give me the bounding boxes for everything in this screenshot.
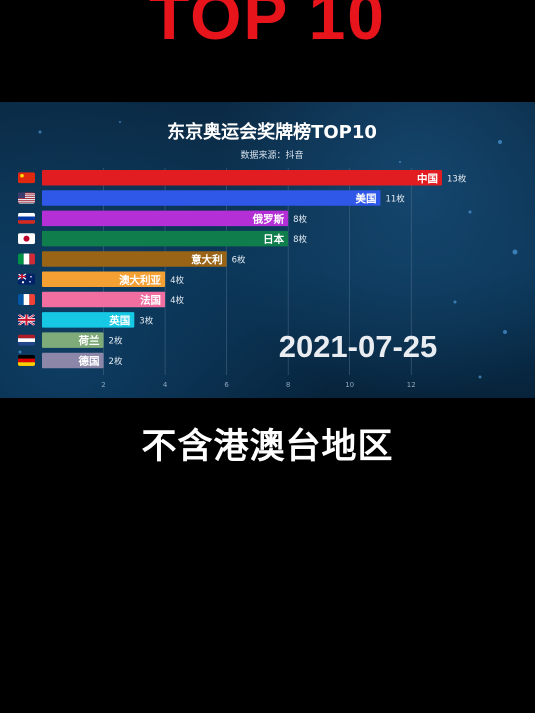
flag-russia-icon <box>18 212 35 224</box>
flag-germany-icon <box>18 354 35 366</box>
decor-dot <box>468 210 472 214</box>
chart-subtitle: 数据来源：抖音 <box>240 149 303 161</box>
bar-row: 澳大利亚 4枚 <box>18 271 184 287</box>
bar-row: 意大利 6枚 <box>18 251 246 267</box>
bar-row: 德国 2枚 <box>18 352 123 369</box>
bar-category-label: 澳大利亚 <box>119 273 161 286</box>
decor-dot <box>399 161 401 163</box>
date-label: 2021-07-25 <box>279 329 438 364</box>
bar-row: 美国 11枚 <box>18 190 405 206</box>
bar-value-label: 11枚 <box>385 194 405 205</box>
bar-category-label: 意大利 <box>191 253 223 266</box>
bar-value-label: 3枚 <box>139 315 153 326</box>
flag-italy-icon <box>18 253 35 265</box>
chart-panel: 东京奥运会奖牌榜TOP10 数据来源：抖音 中国 13枚美国 11枚俄罗斯 8枚 日本 8… <box>0 102 535 398</box>
x-tick-label: 10 <box>345 381 354 389</box>
flag-france-icon <box>18 294 35 306</box>
bar-category-label: 美国 <box>355 192 376 205</box>
flag-usa-icon <box>18 192 35 204</box>
bar-category-label: 荷兰 <box>78 334 100 347</box>
decor-dot <box>18 350 22 354</box>
bar-row: 中国 13枚 <box>18 170 467 186</box>
bar <box>42 291 166 308</box>
bar-category-label: 德国 <box>78 354 100 367</box>
flag-australia-icon <box>18 273 35 285</box>
bar <box>42 190 381 206</box>
bar-value-label: 6枚 <box>232 254 246 265</box>
bar-category-label: 法国 <box>140 294 161 307</box>
bar-value-label: 2枚 <box>109 356 123 367</box>
decor-dot <box>498 140 502 144</box>
bar-value-label: 4枚 <box>170 275 184 286</box>
bar-row: 俄罗斯 8枚 <box>18 210 308 227</box>
bar-value-label: 2枚 <box>109 336 123 347</box>
bar-row: 日本 8枚 <box>18 230 308 247</box>
bar-value-label: 8枚 <box>293 214 307 225</box>
bar <box>42 312 135 328</box>
bar-category-label: 日本 <box>263 233 284 246</box>
bar <box>42 332 104 348</box>
bar-row: 英国 3枚 <box>18 312 154 328</box>
bar-value-label: 4枚 <box>170 295 184 306</box>
x-tick-label: 12 <box>407 381 416 389</box>
x-tick-label: 2 <box>101 381 105 389</box>
decor-dot <box>512 249 518 255</box>
bar-value-label: 13枚 <box>447 173 467 184</box>
bar-row: 荷兰 2枚 <box>18 332 123 348</box>
decor-dot <box>478 375 482 379</box>
bar-category-label: 中国 <box>417 172 438 185</box>
decor-dot <box>119 121 121 123</box>
bar-row: 法国 4枚 <box>18 291 184 308</box>
x-tick-label: 6 <box>224 381 229 389</box>
x-tick-label: 4 <box>163 381 168 389</box>
flag-netherlands-icon <box>18 334 35 346</box>
bar-category-label: 俄罗斯 <box>252 212 285 225</box>
bar <box>42 170 442 186</box>
flag-china-icon <box>18 172 35 184</box>
bar <box>42 352 104 369</box>
bar <box>42 210 289 227</box>
chart-title: 东京奥运会奖牌榜TOP10 <box>167 121 377 143</box>
caption-text: 不含港澳台地区 <box>141 427 394 467</box>
decor-dot <box>38 130 42 134</box>
bar <box>42 230 289 247</box>
flag-japan-icon <box>18 233 35 245</box>
flag-uk-icon <box>18 314 35 326</box>
decor-dot <box>503 330 507 334</box>
bar <box>42 251 227 267</box>
decor-dot <box>453 300 457 304</box>
bar-value-label: 8枚 <box>293 234 307 245</box>
x-tick-label: 8 <box>286 381 290 389</box>
bar <box>42 271 166 287</box>
bar-category-label: 英国 <box>108 314 130 327</box>
headline-title: TOP 10 <box>148 0 387 53</box>
